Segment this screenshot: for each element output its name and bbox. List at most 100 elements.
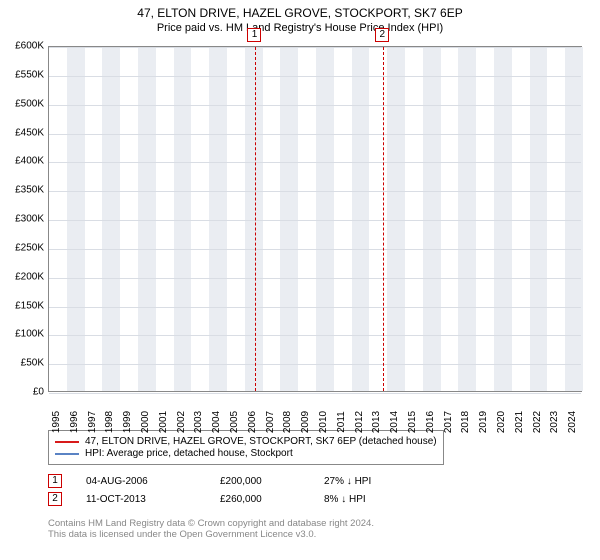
- x-tick-label: 2019: [478, 411, 489, 433]
- x-tick-label: 2013: [371, 411, 382, 433]
- marker-date: 04-AUG-2006: [86, 476, 196, 487]
- x-tick-label: 2008: [282, 411, 293, 433]
- grid-h: [49, 134, 581, 135]
- marker-table-row: 1 04-AUG-2006 £200,000 27% ↓ HPI: [48, 474, 371, 488]
- year-band: [227, 47, 245, 391]
- marker-delta: 8% ↓ HPI: [324, 494, 366, 505]
- x-tick-label: 2001: [158, 411, 169, 433]
- y-tick-label: £200K: [4, 271, 44, 282]
- y-tick-label: £250K: [4, 242, 44, 253]
- x-tick-label: 2011: [336, 411, 347, 433]
- year-band: [245, 47, 263, 391]
- x-tick-label: 2022: [532, 411, 543, 433]
- marker-line: [255, 47, 256, 391]
- footnote: Contains HM Land Registry data © Crown c…: [48, 518, 374, 540]
- year-band: [512, 47, 530, 391]
- marker-date: 11-OCT-2013: [86, 494, 196, 505]
- x-tick-label: 2014: [389, 411, 400, 433]
- x-tick-label: 2020: [496, 411, 507, 433]
- y-tick-label: £600K: [4, 41, 44, 52]
- year-band: [547, 47, 565, 391]
- x-tick-label: 2016: [425, 411, 436, 433]
- x-tick-label: 2015: [407, 411, 418, 433]
- x-tick-label: 2017: [443, 411, 454, 433]
- x-tick-label: 1996: [69, 411, 80, 433]
- y-tick-label: £500K: [4, 98, 44, 109]
- marker-line: [383, 47, 384, 391]
- marker-price: £200,000: [220, 476, 300, 487]
- year-band: [334, 47, 352, 391]
- legend-label: HPI: Average price, detached house, Stoc…: [85, 448, 293, 459]
- year-band: [191, 47, 209, 391]
- year-band: [280, 47, 298, 391]
- y-tick-label: £550K: [4, 69, 44, 80]
- year-band: [458, 47, 476, 391]
- year-band: [369, 47, 387, 391]
- year-band: [494, 47, 512, 391]
- marker-price: £260,000: [220, 494, 300, 505]
- year-band: [174, 47, 192, 391]
- grid-h: [49, 191, 581, 192]
- year-band: [352, 47, 370, 391]
- marker-id-box: 2: [48, 492, 62, 506]
- legend-item: HPI: Average price, detached house, Stoc…: [55, 448, 437, 459]
- x-tick-label: 2006: [247, 411, 258, 433]
- grid-h: [49, 393, 581, 394]
- marker-delta: 27% ↓ HPI: [324, 476, 371, 487]
- year-band: [565, 47, 583, 391]
- year-band: [476, 47, 494, 391]
- x-tick-label: 2002: [176, 411, 187, 433]
- marker-id-box: 1: [48, 474, 62, 488]
- plot-area: [48, 46, 582, 392]
- x-tick-label: 2012: [354, 411, 365, 433]
- year-band: [138, 47, 156, 391]
- grid-h: [49, 47, 581, 48]
- grid-h: [49, 307, 581, 308]
- year-band: [102, 47, 120, 391]
- x-tick-label: 1995: [51, 411, 62, 433]
- grid-h: [49, 105, 581, 106]
- x-tick-label: 2009: [300, 411, 311, 433]
- x-tick-label: 2023: [549, 411, 560, 433]
- year-band: [85, 47, 103, 391]
- year-band: [441, 47, 459, 391]
- footnote-line2: This data is licensed under the Open Gov…: [48, 529, 374, 540]
- year-band: [156, 47, 174, 391]
- marker-flag: 1: [247, 28, 261, 42]
- year-band: [298, 47, 316, 391]
- year-band: [405, 47, 423, 391]
- grid-h: [49, 249, 581, 250]
- grid-h: [49, 220, 581, 221]
- x-tick-label: 2010: [318, 411, 329, 433]
- legend-item: 47, ELTON DRIVE, HAZEL GROVE, STOCKPORT,…: [55, 436, 437, 447]
- chart-container: 47, ELTON DRIVE, HAZEL GROVE, STOCKPORT,…: [0, 0, 600, 560]
- year-band: [387, 47, 405, 391]
- y-tick-label: £400K: [4, 156, 44, 167]
- x-tick-label: 1998: [104, 411, 115, 433]
- grid-h: [49, 278, 581, 279]
- grid-h: [49, 162, 581, 163]
- x-tick-label: 2004: [211, 411, 222, 433]
- marker-flag: 2: [375, 28, 389, 42]
- chart-subtitle: Price paid vs. HM Land Registry's House …: [0, 20, 600, 38]
- legend-swatch: [55, 441, 79, 443]
- x-tick-label: 1997: [87, 411, 98, 433]
- year-band: [316, 47, 334, 391]
- x-tick-label: 2018: [460, 411, 471, 433]
- x-tick-label: 2005: [229, 411, 240, 433]
- x-tick-label: 2021: [514, 411, 525, 433]
- year-band: [49, 47, 67, 391]
- grid-h: [49, 335, 581, 336]
- x-tick-label: 1999: [122, 411, 133, 433]
- y-tick-label: £50K: [4, 358, 44, 369]
- legend: 47, ELTON DRIVE, HAZEL GROVE, STOCKPORT,…: [48, 430, 444, 465]
- year-band: [209, 47, 227, 391]
- chart-title: 47, ELTON DRIVE, HAZEL GROVE, STOCKPORT,…: [0, 0, 600, 20]
- legend-label: 47, ELTON DRIVE, HAZEL GROVE, STOCKPORT,…: [85, 436, 437, 447]
- footnote-line1: Contains HM Land Registry data © Crown c…: [48, 518, 374, 529]
- grid-h: [49, 76, 581, 77]
- year-band: [263, 47, 281, 391]
- legend-swatch: [55, 453, 79, 455]
- marker-table: 1 04-AUG-2006 £200,000 27% ↓ HPI 2 11-OCT-201…: [48, 470, 371, 510]
- marker-table-row: 2 11-OCT-2013 £260,000 8% ↓ HPI: [48, 492, 371, 506]
